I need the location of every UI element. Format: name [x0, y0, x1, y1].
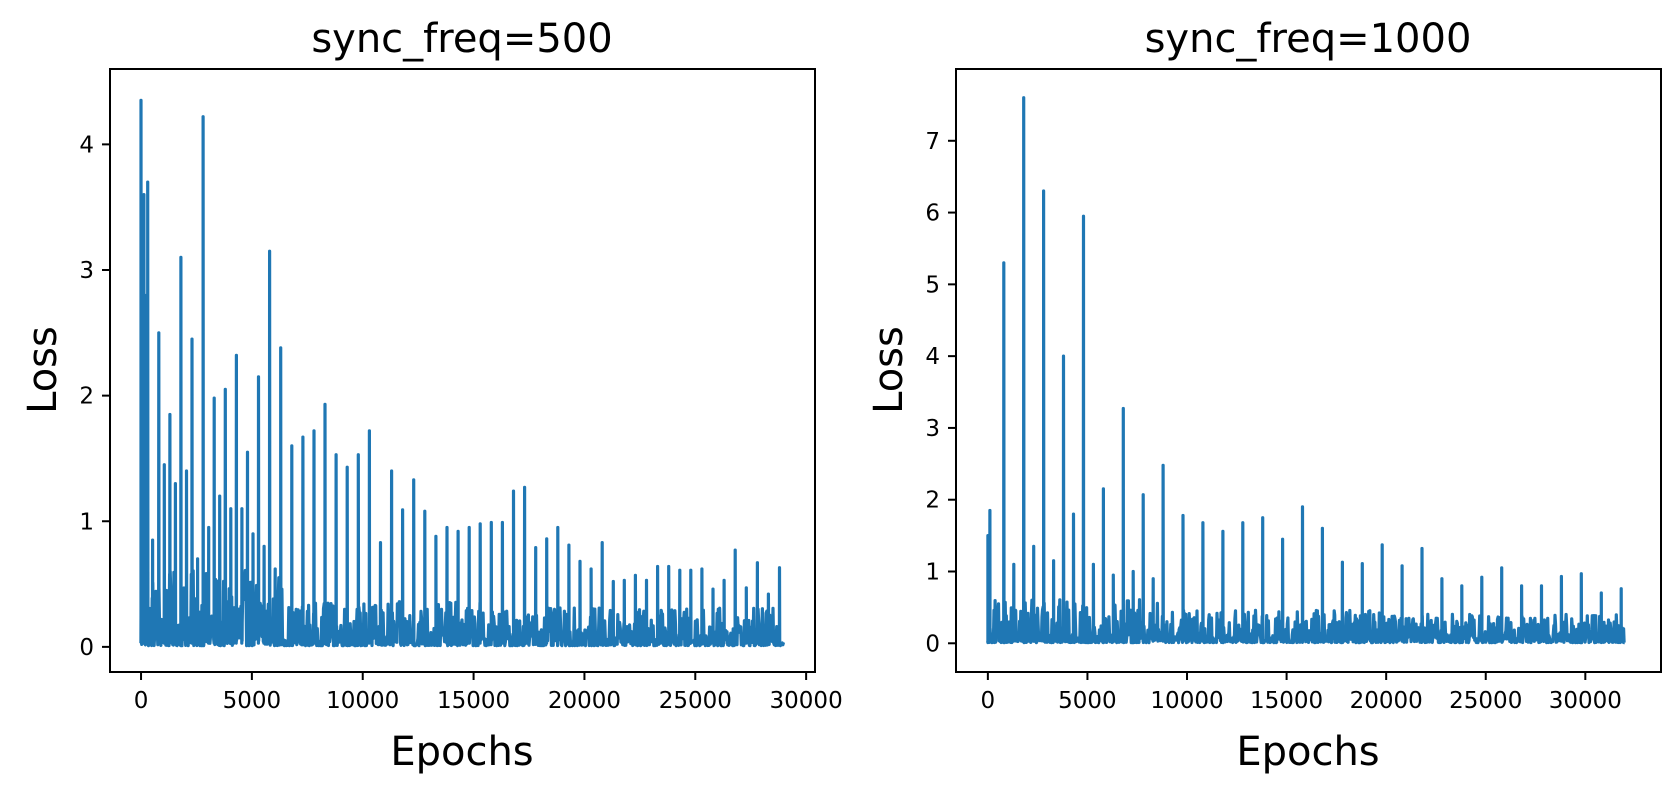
x-tick-label: 15000 — [1250, 688, 1323, 714]
y-tick-label: 0 — [925, 631, 940, 657]
x-tick-label: 15000 — [437, 688, 510, 714]
x-tick-label: 10000 — [326, 688, 399, 714]
x-tick-label: 5000 — [1058, 688, 1117, 714]
plot-title-right: sync_freq=1000 — [1145, 16, 1472, 62]
ticks-left: 0 5000 10000 15000 20000 25000 30000 0 1 2 3 4 — [79, 132, 842, 714]
y-tick-label: 4 — [925, 344, 940, 370]
x-tick-label: 25000 — [1449, 688, 1522, 714]
x-tick-label: 20000 — [548, 688, 621, 714]
subplot-right: sync_freq=1000 0 5000 10000 15000 20000 25000… — [866, 16, 1662, 775]
y-tick-label: 3 — [925, 416, 940, 442]
x-tick-label: 20000 — [1350, 688, 1423, 714]
subplot-left: sync_freq=500 0 5000 10000 15000 20000 25000 3… — [20, 16, 843, 775]
y-axis-label-right: Loss — [866, 326, 912, 414]
y-tick-label: 0 — [79, 635, 94, 661]
loss-series-line-right — [986, 96, 1626, 645]
y-tick-label: 5 — [925, 272, 940, 298]
x-tick-label: 30000 — [770, 688, 843, 714]
x-tick-label: 10000 — [1150, 688, 1223, 714]
axes-frame-right — [955, 68, 1662, 673]
y-axis-label-left: Loss — [20, 326, 66, 414]
y-tick-label: 1 — [79, 509, 94, 535]
x-tick-label: 0 — [981, 688, 996, 714]
y-tick-label: 1 — [925, 560, 940, 586]
x-tick-label: 0 — [134, 688, 149, 714]
plot-area-right — [986, 96, 1626, 645]
ticks-right: 0 5000 10000 15000 20000 25000 30000 0 1 2 3 4 5 6 7 — [925, 129, 1622, 714]
x-tick-label: 30000 — [1549, 688, 1622, 714]
loss-series-line-left — [139, 98, 786, 648]
y-tick-label: 7 — [925, 129, 940, 155]
x-axis-label-right: Epochs — [1236, 729, 1379, 775]
x-tick-label: 25000 — [659, 688, 732, 714]
axes-frame-left — [109, 68, 816, 673]
plot-area-left — [139, 98, 786, 648]
y-tick-label: 3 — [79, 258, 94, 284]
y-tick-label: 6 — [925, 201, 940, 227]
x-axis-label-left: Epochs — [390, 729, 533, 775]
y-tick-label: 4 — [79, 132, 94, 158]
y-tick-label: 2 — [925, 488, 940, 514]
y-tick-label: 2 — [79, 384, 94, 410]
plot-title-left: sync_freq=500 — [311, 16, 612, 62]
x-tick-label: 5000 — [223, 688, 282, 714]
